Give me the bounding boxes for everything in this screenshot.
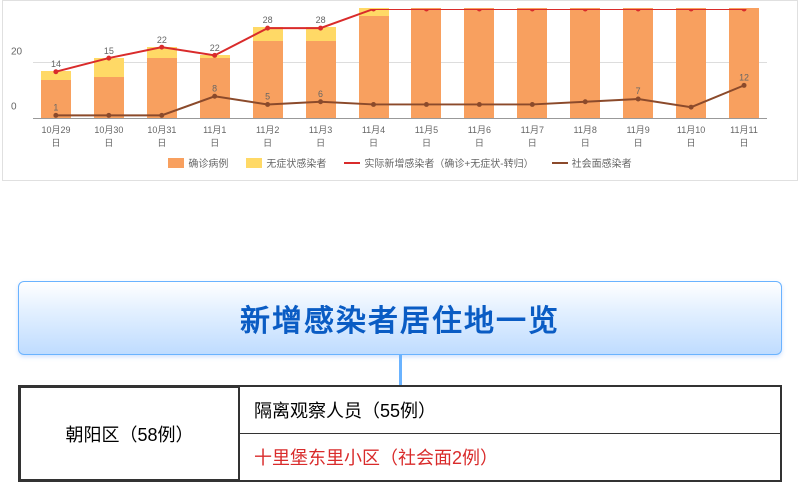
banner-title: 新增感染者居住地一览 bbox=[240, 305, 560, 338]
district-cell: 朝阳区（58例） bbox=[20, 387, 240, 480]
legend-label: 社会面感染者 bbox=[572, 155, 632, 170]
chart-plot-area: 20 0 141522222828 1856712 bbox=[33, 9, 767, 119]
x-tick-label: 10月30日 bbox=[94, 123, 124, 149]
bar-confirmed bbox=[729, 8, 759, 118]
bar-group bbox=[464, 8, 494, 118]
bar-group bbox=[729, 8, 759, 118]
banner-connector bbox=[399, 355, 402, 385]
bar-value-label: 22 bbox=[147, 35, 177, 45]
bar-confirmed bbox=[623, 8, 653, 118]
detail-cells: 隔离观察人员（55例） 十里堡东里小区（社会面2例） bbox=[240, 387, 780, 480]
bar-value-label: 28 bbox=[253, 15, 283, 25]
bar-group: 22 bbox=[200, 55, 230, 118]
x-tick-label: 11月1日 bbox=[200, 123, 230, 149]
x-tick-label: 11月8日 bbox=[570, 123, 600, 149]
spacer bbox=[0, 181, 800, 281]
bar-asymptomatic bbox=[41, 71, 71, 79]
legend-item: 社会面感染者 bbox=[552, 155, 632, 170]
legend-item: 实际新增感染者（确诊+无症状-转归） bbox=[344, 155, 533, 170]
detail-cell-highlighted: 十里堡东里小区（社会面2例） bbox=[240, 434, 780, 480]
legend-swatch bbox=[344, 162, 360, 164]
bar-group bbox=[676, 8, 706, 118]
bar-confirmed: 28 bbox=[253, 41, 283, 118]
detail-cell: 隔离观察人员（55例） bbox=[240, 387, 780, 434]
x-tick-label: 10月31日 bbox=[147, 123, 177, 149]
x-tick-label: 11月10日 bbox=[676, 123, 706, 149]
bar-group: 15 bbox=[94, 58, 124, 119]
bar-asymptomatic bbox=[94, 58, 124, 77]
bar-group bbox=[411, 8, 441, 118]
bars-group: 14 15 22 22 28 28 bbox=[41, 9, 759, 118]
x-tick-label: 11月4日 bbox=[359, 123, 389, 149]
legend-label: 确诊病例 bbox=[188, 155, 228, 170]
bar-group bbox=[623, 8, 653, 118]
bar-confirmed bbox=[570, 8, 600, 118]
bar-confirmed bbox=[359, 16, 389, 118]
bar-value-label: 14 bbox=[41, 59, 71, 69]
bar-confirmed: 22 bbox=[200, 58, 230, 119]
bar-group bbox=[359, 8, 389, 118]
bar-confirmed bbox=[676, 8, 706, 118]
x-tick-label: 11月6日 bbox=[464, 123, 494, 149]
x-tick-label: 11月2日 bbox=[253, 123, 283, 149]
bar-confirmed bbox=[411, 8, 441, 118]
section-banner: 新增感染者居住地一览 bbox=[18, 281, 782, 355]
bar-asymptomatic bbox=[253, 27, 283, 41]
y-tick-label: 20 bbox=[11, 47, 22, 58]
residence-table: 朝阳区（58例） 隔离观察人员（55例） 十里堡东里小区（社会面2例） bbox=[18, 385, 782, 482]
bar-group bbox=[570, 8, 600, 118]
bar-asymptomatic bbox=[147, 47, 177, 58]
x-tick-label: 11月5日 bbox=[411, 123, 441, 149]
table-row: 朝阳区（58例） 隔离观察人员（55例） 十里堡东里小区（社会面2例） bbox=[20, 387, 780, 480]
bar-confirmed bbox=[517, 8, 547, 118]
legend-swatch bbox=[168, 158, 184, 168]
x-tick-label: 11月11日 bbox=[729, 123, 759, 149]
bar-value-label: 22 bbox=[200, 43, 230, 53]
bar-confirmed: 28 bbox=[306, 41, 336, 118]
x-tick-label: 11月7日 bbox=[517, 123, 547, 149]
bar-confirmed: 15 bbox=[94, 77, 124, 118]
bar-value-label: 28 bbox=[306, 15, 336, 25]
bar-asymptomatic bbox=[306, 27, 336, 41]
bar-group: 22 bbox=[147, 47, 177, 119]
bar-group bbox=[517, 8, 547, 118]
legend-label: 无症状感染者 bbox=[266, 155, 326, 170]
legend-swatch bbox=[246, 158, 262, 168]
legend-label: 实际新增感染者（确诊+无症状-转归） bbox=[364, 155, 533, 170]
legend-item: 确诊病例 bbox=[168, 155, 228, 170]
x-tick-label: 11月9日 bbox=[623, 123, 653, 149]
chart-legend: 确诊病例 无症状感染者 实际新增感染者（确诊+无症状-转归） 社会面感染者 bbox=[33, 149, 767, 174]
x-tick-label: 10月29日 bbox=[41, 123, 71, 149]
bar-confirmed: 14 bbox=[41, 80, 71, 119]
chart-container: 20 0 141522222828 1856712 10月29日10月30日10… bbox=[2, 0, 798, 181]
x-axis-labels: 10月29日 10月30日 10月31日 11月1日 11月2日 11月3日 11月4日 11… bbox=[33, 119, 767, 149]
legend-swatch bbox=[552, 162, 568, 164]
bar-group: 14 bbox=[41, 71, 71, 118]
bar-group: 28 bbox=[306, 27, 336, 118]
y-tick-label: 0 bbox=[11, 102, 17, 113]
legend-item: 无症状感染者 bbox=[246, 155, 326, 170]
bar-confirmed bbox=[464, 8, 494, 118]
bar-value-label: 15 bbox=[94, 46, 124, 56]
bar-confirmed: 22 bbox=[147, 58, 177, 119]
bar-group: 28 bbox=[253, 27, 283, 118]
bar-asymptomatic bbox=[359, 8, 389, 16]
x-tick-label: 11月3日 bbox=[306, 123, 336, 149]
